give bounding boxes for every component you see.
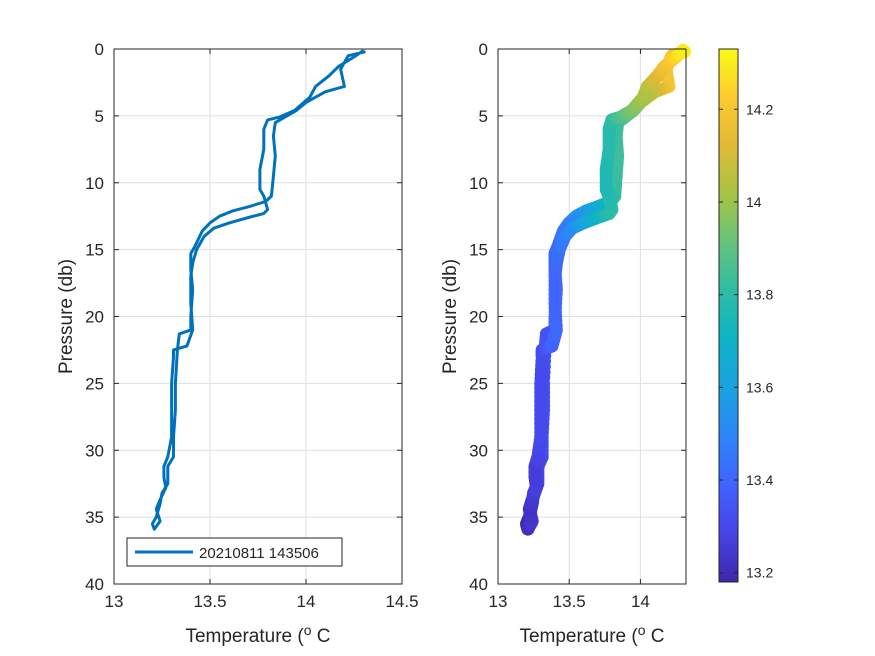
left-axes: 13 13.5 14 14.5 0 5 10 15 20 25 30 35 40 Temperature … xyxy=(56,40,419,647)
right-y-axis-label: Pressure (db) xyxy=(440,259,461,374)
colorbar-tick-label: 13.4 xyxy=(746,472,773,488)
left-x-tick-label: 14.5 xyxy=(385,592,418,611)
series-line-20210811-143506 xyxy=(150,49,366,531)
right-y-tick-label: 5 xyxy=(479,107,488,126)
right-x-tick-label: 13.5 xyxy=(553,592,586,611)
right-x-axis-label: Temperature (o C xyxy=(519,622,664,647)
left-y-tick-label: 35 xyxy=(85,508,104,527)
right-y-tick-label: 15 xyxy=(469,241,488,260)
colorbar-tick-label: 13.8 xyxy=(746,287,773,303)
left-grid xyxy=(113,48,403,585)
left-x-axis-label: Temperature (o C xyxy=(185,622,330,647)
left-x-tick-label: 13.5 xyxy=(193,592,226,611)
colorbar-tick-label: 13.6 xyxy=(746,379,773,395)
right-y-tick-label: 0 xyxy=(479,40,488,59)
legend: 20210811 143506 xyxy=(126,537,343,567)
right-y-tick-label: 40 xyxy=(469,575,488,594)
left-y-tick-label: 40 xyxy=(85,575,104,594)
left-y-tick-label: 10 xyxy=(85,174,104,193)
left-y-tick-label: 20 xyxy=(85,308,104,327)
left-y-tick-label: 0 xyxy=(95,40,104,59)
left-y-tick-label: 15 xyxy=(85,241,104,260)
right-y-tick-label: 35 xyxy=(469,508,488,527)
right-y-tick-label: 20 xyxy=(469,308,488,327)
colorbar-tick-label: 13.2 xyxy=(746,565,773,581)
left-x-tick-label: 14 xyxy=(297,592,316,611)
right-x-tick-label: 13 xyxy=(489,592,508,611)
legend-label: 20210811 143506 xyxy=(199,545,319,562)
left-y-tick-label: 5 xyxy=(95,107,104,126)
left-y-tick-label: 25 xyxy=(85,374,104,393)
colorbar-tick-label: 14 xyxy=(746,194,762,210)
right-y-tick-label: 25 xyxy=(469,374,488,393)
colorbar: 13.2 13.4 13.6 13.8 14 14.2 xyxy=(718,48,773,583)
right-y-tick-label: 30 xyxy=(469,441,488,460)
right-marks xyxy=(520,43,692,536)
left-y-tick-label: 30 xyxy=(85,441,104,460)
scatter-point xyxy=(676,43,690,57)
left-marks xyxy=(150,49,366,531)
left-y-axis-label: Pressure (db) xyxy=(56,259,77,374)
left-x-tick-label: 13 xyxy=(105,592,124,611)
colorbar-bar xyxy=(718,48,739,583)
right-y-tick-label: 10 xyxy=(469,174,488,193)
colorbar-tick-label: 14.2 xyxy=(746,101,773,117)
right-axes: 13 13.5 14 0 5 10 15 20 25 30 35 40 Temperature (o C… xyxy=(440,40,692,647)
right-x-tick-label: 14 xyxy=(631,592,650,611)
